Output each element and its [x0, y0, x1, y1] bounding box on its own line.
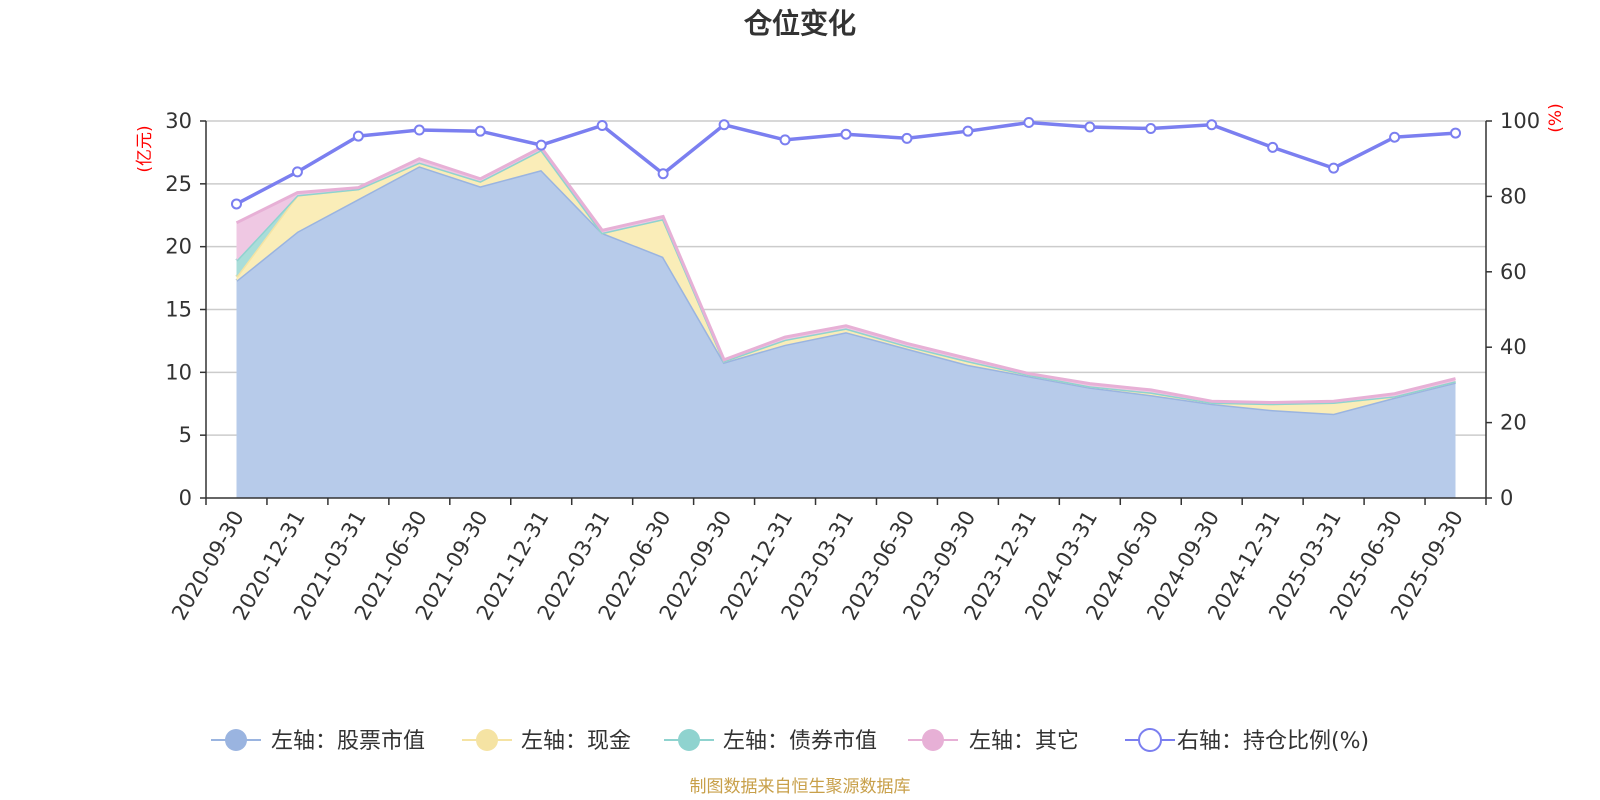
ratio-point[interactable] [535, 139, 547, 151]
area-edge-左轴：其它 [235, 145, 1456, 405]
stacked-areas [235, 145, 1456, 498]
ratio-point[interactable] [352, 130, 364, 142]
left-tick-label: 20 [165, 235, 192, 259]
source-note: 制图数据来自恒生聚源数据库 [690, 777, 911, 797]
left-tick-label: 5 [179, 423, 192, 447]
ratio-point[interactable] [1267, 141, 1279, 153]
legend-label: 左轴：现金 [521, 729, 631, 754]
ratio-point[interactable] [1084, 121, 1096, 133]
right-tick-label: 100 [1500, 109, 1540, 133]
ratio-point[interactable] [413, 124, 425, 136]
ratio-point[interactable] [657, 168, 669, 180]
legend-label: 右轴：持仓比例(%) [1177, 729, 1369, 754]
ratio-line [230, 117, 1462, 210]
legend-item[interactable]: 左轴：债券市值 [664, 729, 877, 754]
ratio-point[interactable] [718, 119, 730, 131]
chart-title: 仓位变化 [744, 7, 856, 40]
left-tick-label: 0 [179, 486, 192, 510]
left-tick-label: 15 [165, 298, 192, 322]
ratio-point[interactable] [1023, 117, 1035, 129]
right-tick-label: 60 [1500, 260, 1527, 284]
left-tick-label: 30 [165, 109, 192, 133]
legend-marker [922, 729, 944, 751]
ratio-point[interactable] [230, 198, 242, 210]
left-tick-label: 10 [165, 360, 192, 384]
legend-marker [678, 729, 700, 751]
legend-marker [1138, 728, 1162, 752]
right-tick-label: 40 [1500, 335, 1527, 359]
ratio-point[interactable] [779, 134, 791, 146]
ratio-point[interactable] [901, 132, 913, 144]
legend-marker [225, 729, 247, 751]
ratio-point[interactable] [1450, 127, 1462, 139]
ratio-point[interactable] [962, 125, 974, 137]
ratio-point[interactable] [1328, 162, 1340, 174]
legend-label: 左轴：股票市值 [271, 729, 425, 754]
legend-label: 左轴：其它 [969, 729, 1079, 754]
legend-item[interactable]: 左轴：股票市值 [211, 729, 425, 754]
legend-label: 左轴：债券市值 [723, 729, 877, 754]
right-tick-label: 0 [1500, 486, 1513, 510]
ratio-point[interactable] [1145, 123, 1157, 135]
legend-marker [476, 729, 498, 751]
ratio-point[interactable] [840, 128, 852, 140]
left-axis-unit: (亿元) [135, 125, 155, 172]
legend-item[interactable]: 左轴：其它 [908, 729, 1079, 754]
area-左轴：股票市值 [236, 166, 1456, 498]
ratio-point[interactable] [596, 120, 608, 132]
ratio-point[interactable] [474, 125, 486, 137]
ratio-point[interactable] [1389, 131, 1401, 143]
right-tick-label: 20 [1500, 411, 1527, 435]
right-axis-unit: (%) [1546, 103, 1566, 132]
right-tick-label: 80 [1500, 184, 1527, 208]
legend: 左轴：股票市值 左轴：现金 左轴：债券市值 左轴：其它 右轴：持仓比例(%) [211, 728, 1369, 754]
ratio-point[interactable] [291, 166, 303, 178]
legend-item[interactable]: 左轴：现金 [462, 729, 631, 754]
legend-item[interactable]: 右轴：持仓比例(%) [1125, 728, 1369, 754]
ratio-point[interactable] [1206, 119, 1218, 131]
left-tick-label: 25 [165, 172, 192, 196]
